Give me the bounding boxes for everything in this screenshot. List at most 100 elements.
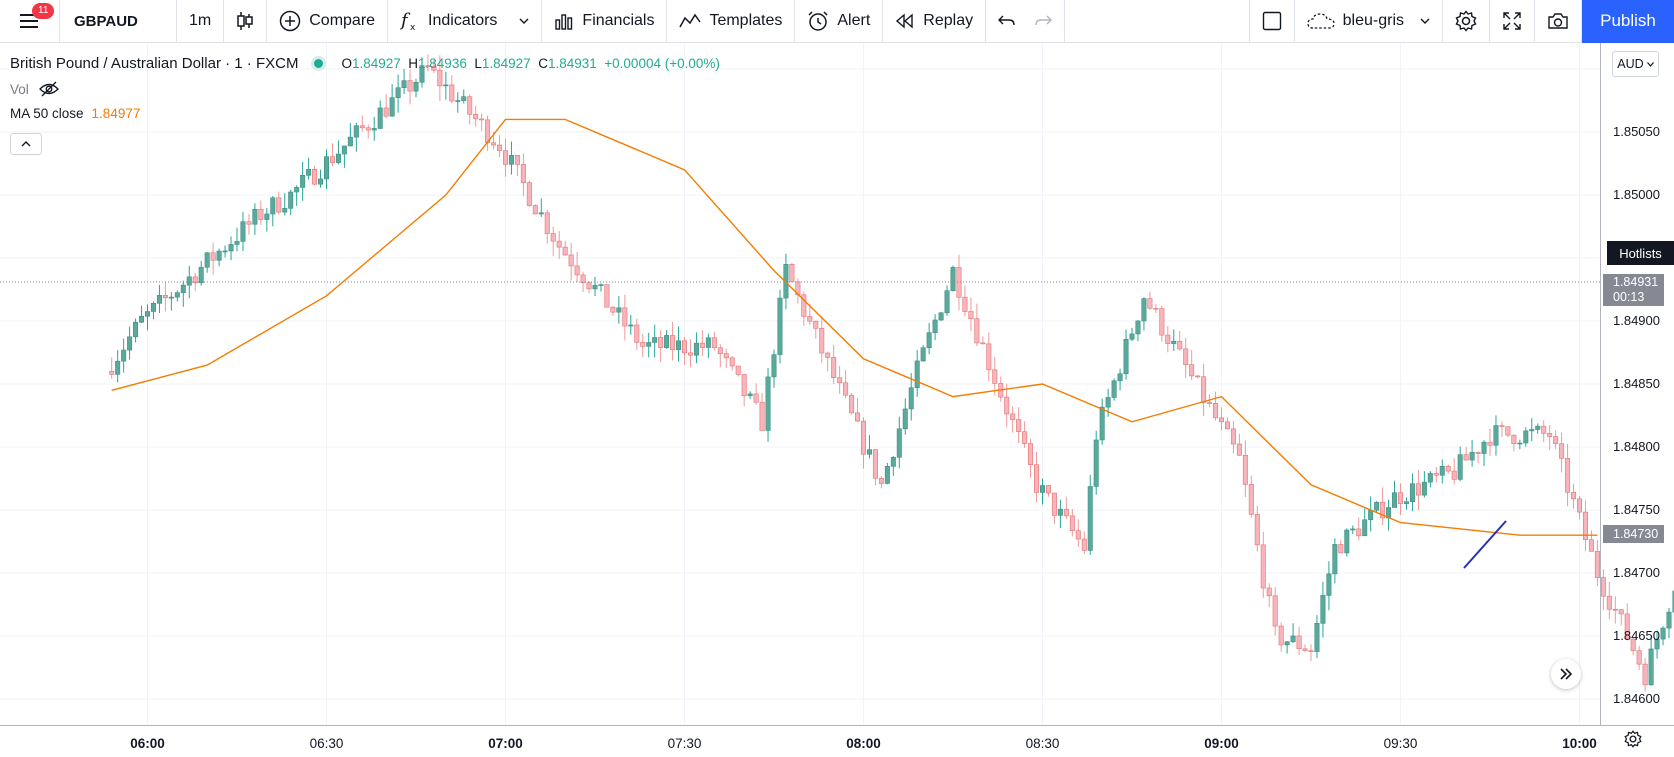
candle-body: [711, 337, 717, 348]
series-legend: British Pound / Australian Dollar · 1 · …: [10, 55, 720, 72]
candle-body: [1278, 625, 1284, 646]
expand-button[interactable]: [1490, 0, 1535, 43]
main-menu-button[interactable]: 11: [0, 0, 60, 43]
eye-hidden-icon[interactable]: [38, 81, 59, 97]
candle-body: [1045, 485, 1051, 494]
undo-button[interactable]: [986, 0, 1022, 43]
candle-body: [986, 343, 992, 371]
candle-body: [1111, 380, 1117, 398]
candle-body: [878, 477, 884, 484]
candle-body: [270, 197, 276, 215]
candle-body: [1582, 511, 1588, 540]
candle-body: [610, 306, 616, 313]
candle-body: [1016, 419, 1022, 432]
candle-body: [1242, 454, 1248, 485]
candle-body: [1529, 429, 1535, 432]
candle-body: [1034, 464, 1040, 493]
templates-icon: [679, 13, 702, 28]
candle-body: [1672, 590, 1674, 613]
candle-body: [329, 156, 335, 163]
candle-body: [192, 276, 198, 284]
candle-body: [1433, 473, 1439, 476]
candle-body: [479, 118, 485, 121]
candle-body: [908, 387, 914, 410]
candle-body: [425, 65, 431, 68]
candle-body: [902, 408, 908, 430]
redo-button[interactable]: [1022, 0, 1066, 43]
symbol-title[interactable]: British Pound / Australian Dollar · 1 · …: [10, 55, 299, 72]
price-tick-label: 1.84850: [1613, 376, 1660, 391]
scroll-to-realtime-button[interactable]: [1551, 659, 1581, 689]
alert-button[interactable]: Alert: [795, 0, 884, 43]
candle-body: [1135, 320, 1141, 335]
candle-body: [580, 274, 586, 284]
candle-body: [681, 340, 687, 354]
candle-body: [282, 208, 288, 213]
candle-body: [1284, 641, 1290, 646]
candle-body: [1636, 650, 1642, 665]
candle-body: [335, 153, 341, 163]
candle-body: [1648, 648, 1654, 686]
replay-label: Replay: [923, 12, 974, 29]
indicators-button[interactable]: f x Indicators: [388, 0, 543, 43]
time-tick-label: 07:30: [667, 736, 702, 751]
candle-body: [1469, 452, 1475, 461]
candle-body: [670, 335, 676, 351]
candle-body: [789, 264, 795, 283]
svg-text:f: f: [400, 10, 411, 31]
chart-settings-button[interactable]: [1624, 730, 1642, 753]
hotlists-button[interactable]: Hotlists: [1607, 241, 1674, 265]
candle-body: [1308, 650, 1314, 652]
chart-type-button[interactable]: [224, 0, 268, 43]
candle-body: [497, 144, 503, 151]
collapse-legend-button[interactable]: [10, 133, 42, 155]
candle-body: [150, 303, 156, 312]
currency-select[interactable]: AUD: [1612, 51, 1659, 77]
candle-body: [1654, 638, 1660, 650]
candle-body: [1165, 334, 1171, 344]
candle-body: [1057, 508, 1063, 516]
candle-body: [413, 81, 419, 92]
candle-body: [562, 246, 568, 256]
rewind-icon: [896, 13, 913, 29]
drawn-trend-line: [1463, 520, 1507, 569]
compare-button[interactable]: Compare: [267, 0, 389, 43]
candle-body: [1487, 441, 1493, 446]
candle-body: [186, 276, 192, 286]
candle-body: [1630, 638, 1636, 651]
candle-body: [843, 382, 849, 396]
candle-body: [1224, 421, 1230, 430]
candle-body: [139, 315, 145, 323]
candle-body: [699, 342, 705, 348]
candle-body: [1081, 538, 1087, 551]
candle-body: [1022, 431, 1028, 444]
candle-body: [216, 250, 222, 261]
candle-body: [312, 169, 318, 185]
financials-button[interactable]: Financials: [542, 0, 668, 43]
candle-body: [646, 342, 652, 347]
price-tick-label: 1.84600: [1613, 691, 1660, 706]
symbol-search-button[interactable]: GBPAUD: [60, 0, 177, 43]
interval-button[interactable]: 1m: [177, 0, 225, 43]
candle-body: [1421, 481, 1427, 496]
candle-body: [1517, 442, 1523, 445]
candle-body: [1153, 307, 1159, 310]
candle-body: [204, 252, 210, 268]
snapshot-button[interactable]: [1535, 0, 1582, 43]
market-status-icon[interactable]: [314, 59, 324, 68]
fullscreen-toggle-button[interactable]: [1250, 0, 1295, 43]
notification-badge: 11: [32, 2, 55, 19]
close-key: C: [538, 56, 548, 71]
candle-body: [753, 393, 759, 403]
candle-body: [502, 150, 508, 165]
publish-button[interactable]: Publish: [1582, 0, 1674, 43]
layout-menu-button[interactable]: bleu-gris: [1295, 0, 1443, 43]
candle-body: [1618, 609, 1624, 615]
replay-button[interactable]: Replay: [883, 0, 987, 43]
candle-body: [443, 84, 449, 87]
templates-button[interactable]: Templates: [667, 0, 796, 43]
settings-button[interactable]: [1443, 0, 1490, 43]
candle-body: [258, 208, 264, 220]
high-key: H: [408, 56, 419, 71]
